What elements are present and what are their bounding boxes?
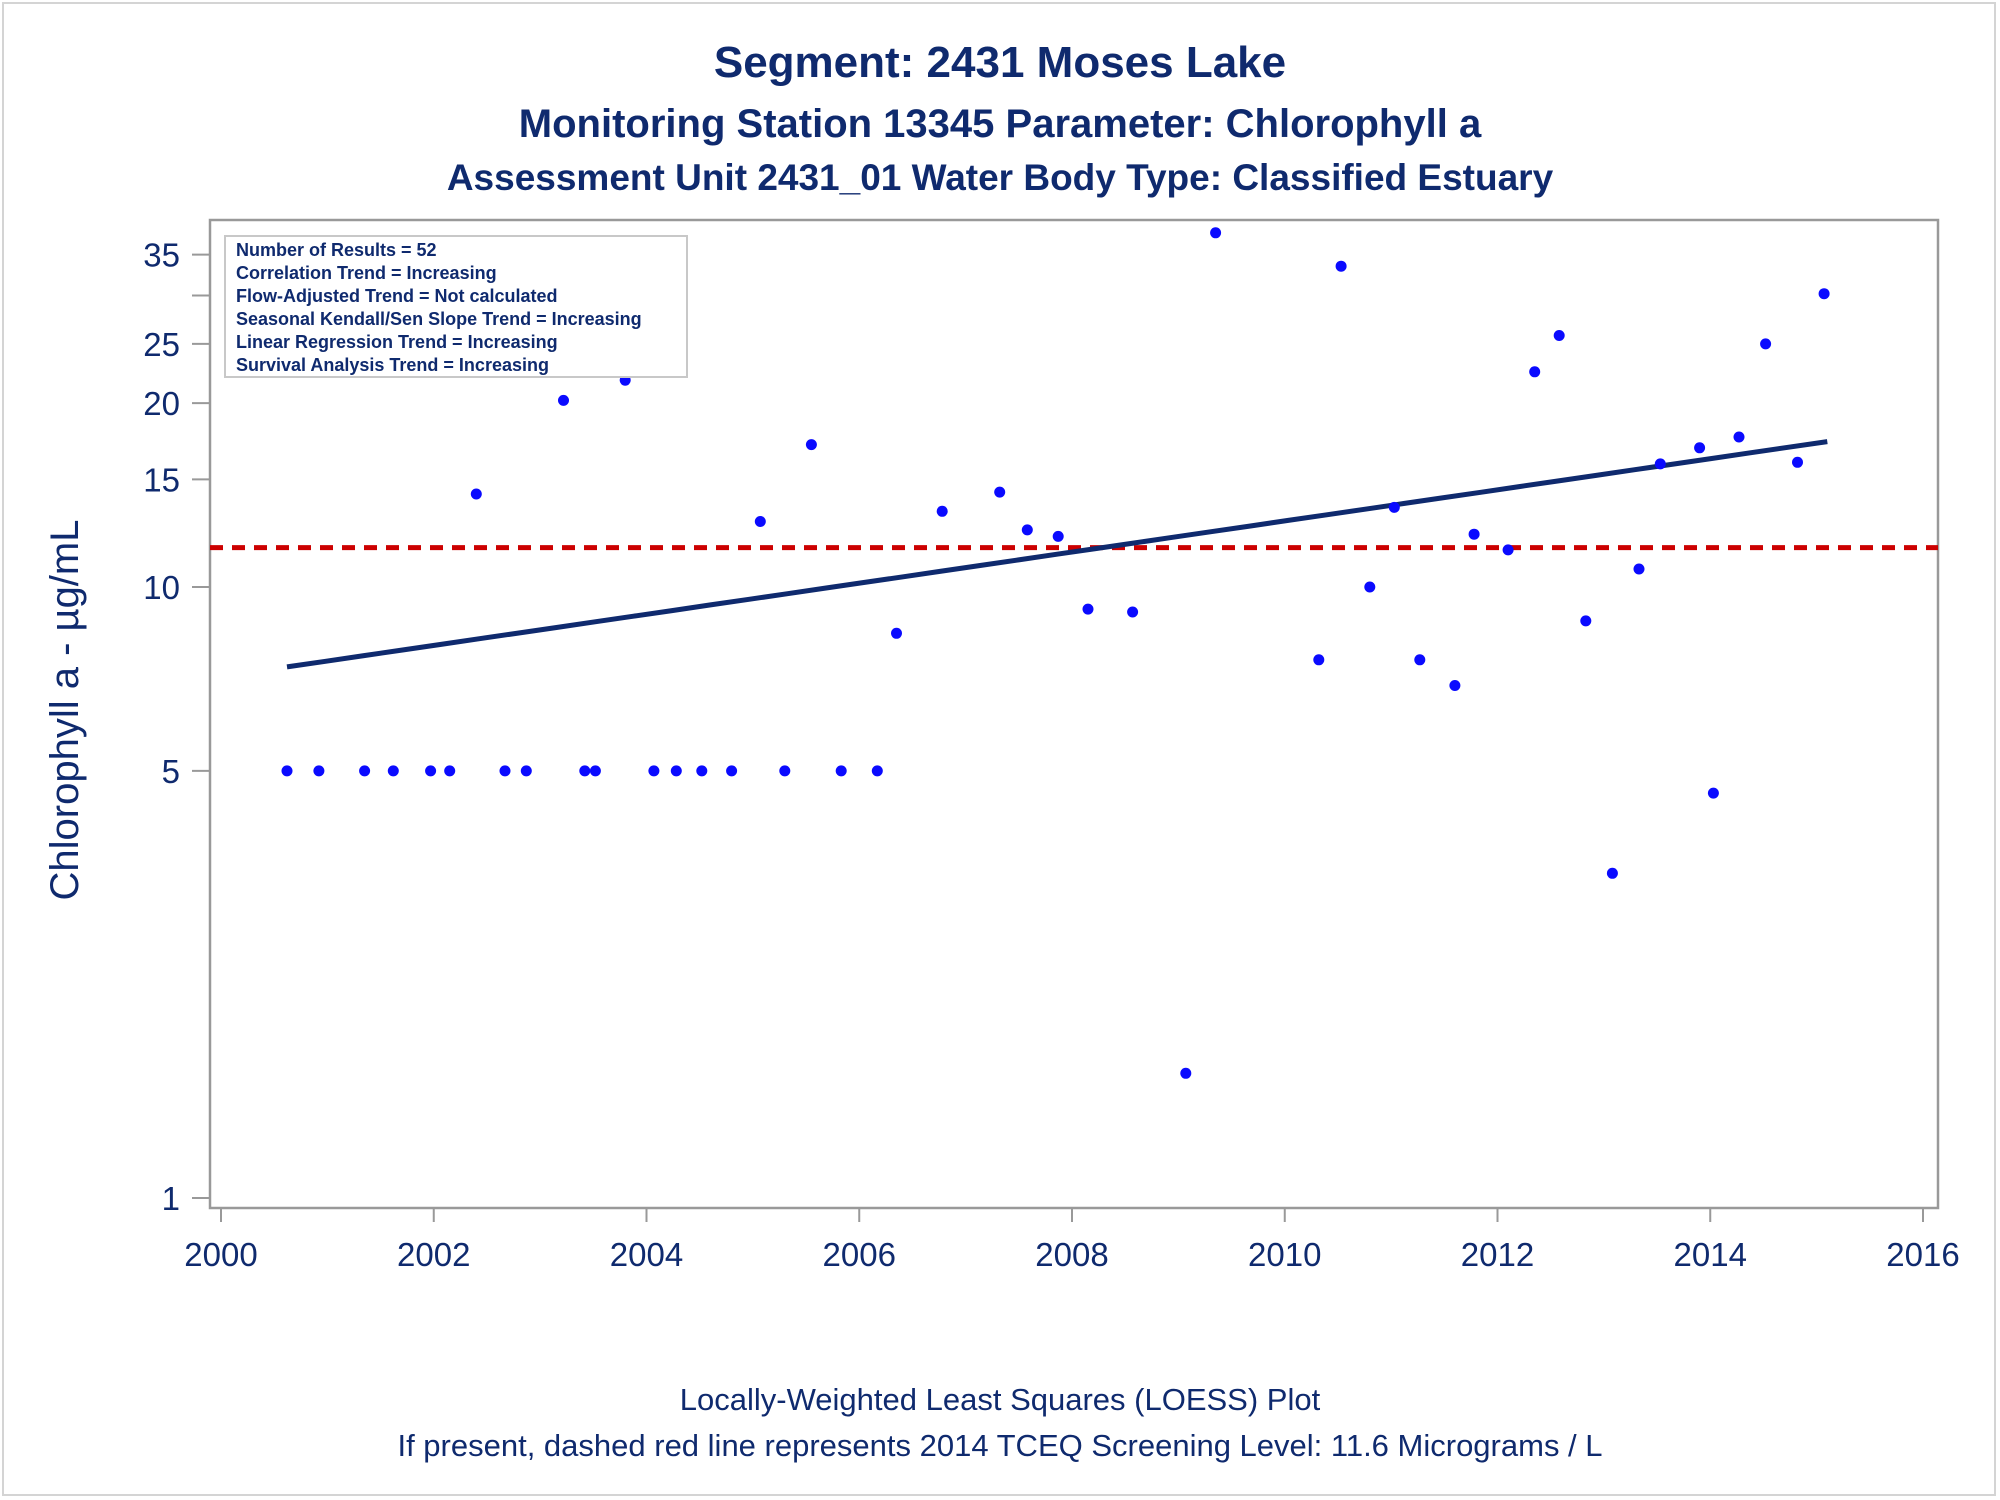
stats-box-line: Flow-Adjusted Trend = Not calculated bbox=[236, 286, 558, 306]
data-point bbox=[779, 765, 791, 777]
data-point bbox=[754, 516, 766, 527]
data-point bbox=[1792, 456, 1803, 468]
data-point bbox=[1553, 330, 1565, 341]
data-point bbox=[1082, 603, 1094, 615]
plot-area-frame bbox=[208, 218, 1940, 1210]
data-point bbox=[648, 765, 660, 777]
chart-subtitle-station: Monitoring Station 13345 Parameter: Chlo… bbox=[518, 102, 1482, 146]
y-tick-label: 25 bbox=[143, 326, 180, 363]
data-point bbox=[726, 765, 738, 777]
data-point bbox=[387, 765, 399, 777]
stats-box-line: Number of Results = 52 bbox=[236, 240, 437, 260]
x-tick-label: 2004 bbox=[610, 1236, 683, 1273]
x-tick-label: 2012 bbox=[1461, 1236, 1534, 1273]
data-point bbox=[1760, 338, 1772, 350]
chart-title: Segment: 2431 Moses Lake bbox=[713, 38, 1287, 87]
data-point bbox=[1580, 615, 1592, 627]
data-point bbox=[1707, 787, 1719, 799]
x-tick-label: 2000 bbox=[184, 1236, 257, 1273]
data-point bbox=[1313, 654, 1325, 666]
x-tick-label: 2006 bbox=[823, 1236, 896, 1273]
data-point bbox=[1388, 501, 1400, 513]
data-point bbox=[1818, 288, 1830, 300]
data-point bbox=[281, 765, 293, 777]
y-tick-label: 20 bbox=[143, 385, 180, 422]
loess-trend-line bbox=[286, 439, 1828, 670]
x-tick-label: 2002 bbox=[397, 1236, 470, 1273]
data-point bbox=[579, 765, 591, 777]
data-point bbox=[871, 765, 883, 777]
data-point bbox=[1733, 431, 1745, 443]
stats-box-line: Seasonal Kendall/Sen Slope Trend = Incre… bbox=[236, 309, 642, 329]
data-point bbox=[589, 765, 601, 777]
footnote-loess: Locally-Weighted Least Squares (LOESS) P… bbox=[679, 1382, 1321, 1417]
data-point bbox=[425, 765, 437, 777]
data-point bbox=[936, 505, 948, 517]
footnote-screening: If present, dashed red line represents 2… bbox=[397, 1428, 1603, 1463]
stats-box-line: Survival Analysis Trend = Increasing bbox=[236, 355, 549, 375]
y-tick-label: 35 bbox=[143, 237, 180, 274]
data-point bbox=[444, 765, 456, 777]
y-tick-label: 5 bbox=[162, 753, 180, 790]
stats-box: Number of Results = 52 Correlation Trend … bbox=[224, 235, 688, 378]
data-point bbox=[359, 765, 371, 777]
x-tick-label: 2016 bbox=[1886, 1236, 1959, 1273]
data-point bbox=[1606, 867, 1618, 879]
data-points bbox=[281, 227, 1830, 1079]
data-point bbox=[1127, 606, 1139, 618]
x-tick-label: 2014 bbox=[1674, 1236, 1747, 1273]
data-point bbox=[1502, 544, 1514, 556]
y-axis-label: Chlorophyll a - µg/mL bbox=[43, 520, 87, 901]
stats-box-line: Linear Regression Trend = Increasing bbox=[236, 332, 558, 352]
data-point bbox=[1654, 458, 1666, 470]
data-point bbox=[994, 486, 1006, 498]
data-point bbox=[1210, 227, 1222, 239]
data-point bbox=[1364, 581, 1376, 593]
trend-line bbox=[286, 439, 1828, 670]
data-point bbox=[520, 765, 532, 777]
data-point bbox=[835, 765, 847, 777]
data-point bbox=[805, 439, 817, 451]
data-point bbox=[1449, 680, 1461, 691]
data-point bbox=[499, 765, 511, 777]
data-point bbox=[313, 765, 325, 777]
data-point bbox=[1694, 442, 1706, 454]
data-point bbox=[891, 627, 902, 639]
data-point bbox=[1180, 1067, 1192, 1079]
data-point bbox=[1633, 563, 1645, 575]
y-tick-label: 10 bbox=[143, 569, 180, 606]
y-tick-label: 1 bbox=[162, 1180, 180, 1217]
data-point bbox=[1414, 654, 1426, 666]
data-point bbox=[1052, 530, 1064, 542]
data-point bbox=[470, 488, 482, 500]
data-point bbox=[696, 765, 708, 777]
data-point bbox=[1529, 366, 1541, 378]
chart-subtitle-assessment: Assessment Unit 2431_01 Water Body Type:… bbox=[446, 157, 1554, 198]
data-point bbox=[1021, 524, 1033, 536]
x-tick-label: 2008 bbox=[1035, 1236, 1108, 1273]
y-tick-label: 15 bbox=[143, 461, 180, 498]
axes: 2000 2002 2004 2006 2008 2010 2012 2014 20161510… bbox=[143, 218, 1960, 1273]
stats-box-frame bbox=[224, 235, 688, 378]
data-point bbox=[1468, 528, 1480, 540]
data-point bbox=[558, 394, 569, 406]
data-point bbox=[670, 765, 682, 777]
data-point bbox=[1335, 260, 1347, 272]
stats-box-line: Correlation Trend = Increasing bbox=[236, 263, 497, 283]
x-tick-label: 2010 bbox=[1248, 1236, 1321, 1273]
